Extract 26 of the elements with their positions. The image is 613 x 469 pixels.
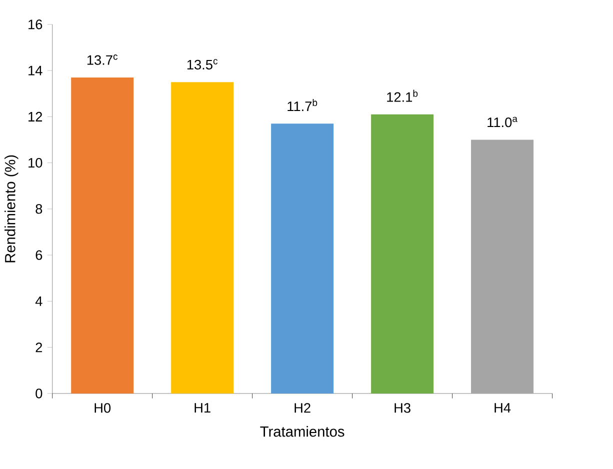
y-tick-label: 2 [36, 342, 42, 352]
bar [71, 78, 134, 394]
bar [371, 114, 434, 394]
y-tick-label: 16 [28, 20, 42, 30]
x-tick-label: H2 [294, 403, 310, 413]
data-label: 13.7$^{c}$ [87, 54, 118, 66]
data-label: 11.7$^{b}$ [288, 99, 318, 112]
bar [471, 140, 534, 394]
x-axis-title: Tratamientos [260, 426, 344, 437]
bar [171, 82, 234, 394]
x-tick-label: H0 [94, 403, 111, 413]
y-tick-label: 14 [28, 66, 42, 76]
y-tick-label: 12 [28, 112, 42, 122]
data-label: 11.0$^{a}$ [488, 116, 518, 128]
x-tick-label: H3 [394, 403, 410, 413]
y-tick-label: 0 [36, 388, 42, 398]
y-tick-label: 8 [36, 204, 42, 214]
y-axis-title: Rendimiento (%) [4, 156, 18, 262]
data-label: 13.5$^{c}$ [187, 59, 218, 70]
x-tick-label: H4 [494, 403, 511, 413]
y-tick-label: 10 [28, 158, 42, 168]
x-tick-label: H1 [194, 403, 210, 413]
bar [271, 124, 334, 394]
y-tick-label: 4 [35, 296, 42, 306]
data-label: 12.1$^{b}$ [387, 90, 418, 102]
y-tick-label: 6 [36, 250, 42, 260]
